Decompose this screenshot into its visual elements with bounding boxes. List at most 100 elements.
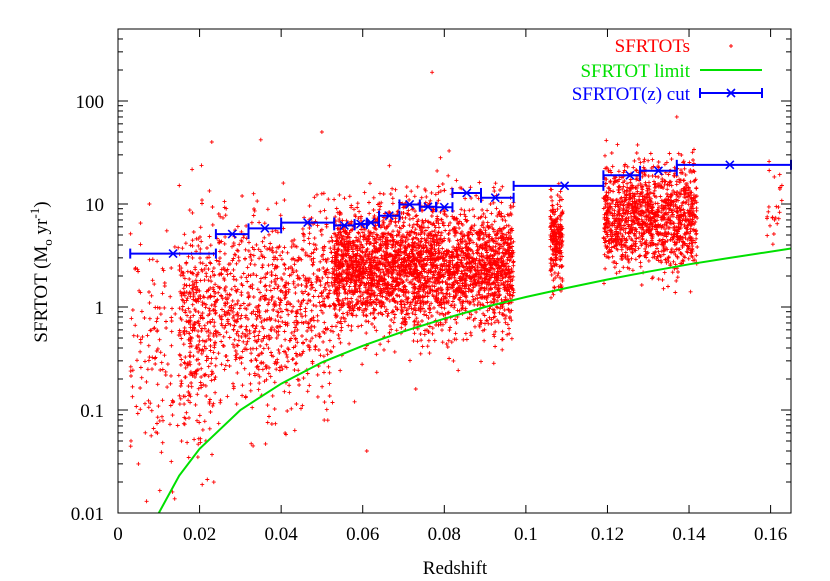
data-point xyxy=(371,195,376,200)
data-point xyxy=(180,307,185,312)
data-point xyxy=(508,241,513,246)
data-point xyxy=(440,287,445,292)
data-point xyxy=(254,305,258,310)
data-point xyxy=(351,292,356,297)
data-point xyxy=(376,256,380,261)
data-point xyxy=(197,294,202,299)
data-point xyxy=(388,219,393,224)
data-point xyxy=(186,306,191,311)
data-point xyxy=(259,320,264,324)
data-point xyxy=(494,206,499,211)
data-point xyxy=(375,285,379,290)
data-point xyxy=(279,288,284,293)
data-point xyxy=(305,371,310,376)
data-point xyxy=(384,235,389,240)
data-point xyxy=(349,278,354,283)
data-point xyxy=(378,291,383,296)
data-point xyxy=(209,361,214,366)
data-point xyxy=(148,401,153,406)
data-point xyxy=(292,368,297,372)
data-point xyxy=(169,266,174,270)
data-point xyxy=(159,360,164,365)
data-point xyxy=(230,315,235,320)
data-point xyxy=(199,267,204,272)
data-point xyxy=(440,182,445,186)
data-point xyxy=(504,223,509,228)
data-point xyxy=(291,279,296,284)
data-point xyxy=(417,262,422,267)
data-point xyxy=(452,247,457,252)
data-point xyxy=(409,189,414,194)
data-point xyxy=(280,367,285,372)
data-point xyxy=(437,274,442,279)
data-point xyxy=(273,264,278,269)
data-point xyxy=(480,279,485,283)
data-point xyxy=(219,321,224,326)
data-point xyxy=(287,383,292,388)
data-point xyxy=(144,379,149,384)
data-point xyxy=(485,258,490,263)
data-point xyxy=(190,287,195,292)
data-point xyxy=(353,213,357,218)
data-point xyxy=(495,280,500,285)
data-point xyxy=(386,267,391,272)
data-point xyxy=(479,270,484,275)
data-point xyxy=(211,331,216,336)
data-point xyxy=(509,318,514,323)
data-point xyxy=(446,237,451,241)
data-point xyxy=(444,342,449,346)
data-point xyxy=(187,344,192,349)
data-point xyxy=(228,293,233,297)
data-point xyxy=(394,239,399,244)
data-point xyxy=(162,353,167,358)
data-point xyxy=(480,328,485,333)
data-point xyxy=(496,320,501,325)
data-point xyxy=(471,297,476,302)
data-point xyxy=(300,334,304,338)
data-point xyxy=(429,247,434,252)
data-point xyxy=(395,293,400,298)
data-point xyxy=(282,245,287,250)
data-point xyxy=(207,255,212,260)
data-point xyxy=(173,311,178,316)
data-point xyxy=(240,349,245,354)
data-point xyxy=(204,263,209,268)
data-point xyxy=(182,300,187,305)
data-point xyxy=(247,240,251,245)
data-point xyxy=(210,222,215,227)
data-point xyxy=(340,263,345,268)
data-point xyxy=(447,148,452,153)
data-point xyxy=(204,358,209,363)
data-point xyxy=(160,440,165,445)
data-point xyxy=(342,196,347,201)
data-point xyxy=(407,315,412,320)
data-point xyxy=(208,397,212,402)
data-point xyxy=(205,477,210,482)
data-point xyxy=(431,253,436,258)
data-point xyxy=(321,191,326,196)
data-point xyxy=(503,285,508,290)
data-point xyxy=(339,303,344,308)
data-point xyxy=(207,306,212,311)
data-point xyxy=(416,259,421,264)
data-point xyxy=(345,279,350,284)
data-point xyxy=(390,233,395,238)
data-point xyxy=(177,393,182,398)
data-point xyxy=(402,259,407,264)
data-point xyxy=(504,272,509,277)
data-point xyxy=(492,299,497,303)
data-point xyxy=(444,263,449,268)
data-point xyxy=(278,306,283,311)
data-point xyxy=(424,280,429,285)
data-point xyxy=(178,273,183,278)
data-point xyxy=(241,235,246,240)
data-point xyxy=(482,276,487,281)
data-point xyxy=(370,266,374,270)
data-point xyxy=(259,276,263,281)
data-point xyxy=(245,279,250,284)
data-point xyxy=(263,283,268,288)
data-point xyxy=(631,165,636,170)
data-point xyxy=(232,252,237,257)
data-point xyxy=(182,293,187,298)
data-point xyxy=(301,298,306,303)
